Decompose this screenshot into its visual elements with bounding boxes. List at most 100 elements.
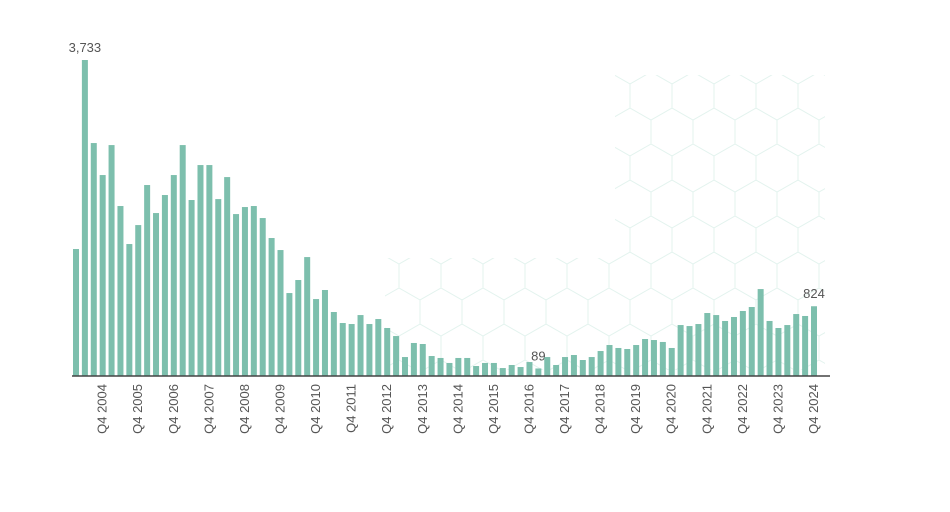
x-tick-label: Q4 2019 [628, 384, 643, 434]
bar [642, 339, 649, 376]
bar [268, 238, 275, 376]
bar [615, 347, 622, 376]
bar [197, 165, 204, 376]
bar [428, 356, 435, 376]
bar [748, 307, 755, 376]
data-label: 824 [803, 286, 825, 301]
bar [188, 200, 195, 376]
bar [259, 218, 266, 376]
bar [348, 324, 355, 376]
bar [295, 280, 302, 376]
x-tick-label: Q4 2005 [130, 384, 145, 434]
bar [793, 314, 800, 376]
x-tick-label: Q4 2022 [735, 384, 750, 434]
bar [81, 60, 88, 376]
bar [179, 145, 186, 376]
x-tick-label: Q4 2010 [308, 384, 323, 434]
x-tick-label: Q4 2021 [699, 384, 714, 434]
data-label: 3,733 [69, 40, 102, 55]
bar [739, 310, 746, 376]
x-tick-label: Q4 2014 [450, 384, 465, 434]
bar [579, 360, 586, 376]
bar [606, 345, 613, 376]
bar [117, 206, 124, 376]
bar [704, 313, 711, 376]
bar [562, 357, 569, 376]
bar [161, 195, 168, 376]
bar [250, 206, 257, 376]
bar [446, 362, 453, 376]
bar [677, 325, 684, 376]
bar [535, 368, 542, 376]
x-tick-label: Q4 2020 [664, 384, 679, 434]
bar [784, 325, 791, 376]
bar [419, 344, 426, 376]
x-tick-label: Q4 2008 [237, 384, 252, 434]
bar [464, 357, 471, 376]
bar [490, 362, 497, 376]
bar [330, 312, 337, 376]
bar [73, 249, 79, 376]
bar [286, 293, 293, 376]
bar [713, 315, 720, 376]
x-tick-label: Q4 2015 [486, 384, 501, 434]
bar [633, 345, 640, 376]
bar [517, 367, 524, 376]
bar [757, 289, 764, 376]
x-tick-label: Q4 2023 [770, 384, 785, 434]
bar [588, 357, 595, 376]
bar [277, 250, 284, 376]
bar [108, 145, 115, 376]
bar [473, 366, 480, 376]
bar [526, 362, 533, 376]
bar [811, 306, 817, 376]
bar [544, 357, 551, 376]
bar [224, 177, 231, 376]
bar [597, 351, 604, 376]
bar [553, 364, 560, 376]
bar [624, 348, 631, 376]
plot: 3,733 Q4 2004 Q4 2005 Q4 2006 Q4 2007 Q4 2008… [69, 40, 830, 434]
bar [233, 214, 240, 376]
bar [686, 326, 693, 376]
bar [313, 299, 320, 376]
bar [339, 323, 346, 376]
bar [153, 213, 160, 376]
x-tick-label: Q4 2013 [415, 384, 430, 434]
bar [508, 364, 515, 376]
bar [366, 324, 373, 376]
bar [215, 199, 222, 376]
x-tick-label: Q4 2009 [273, 384, 288, 434]
x-tick-label: Q4 2006 [166, 384, 181, 434]
bar [802, 315, 809, 376]
bar [695, 324, 702, 376]
bar [90, 143, 97, 376]
bar [455, 357, 462, 376]
bar [170, 175, 177, 376]
bar [357, 315, 364, 376]
bar [99, 175, 106, 376]
bar [668, 347, 675, 376]
x-tick-label: Q4 2007 [201, 384, 216, 434]
bar [722, 320, 729, 376]
bar [304, 257, 311, 376]
bar [650, 340, 657, 376]
bar [437, 357, 444, 376]
data-label: 89 [531, 348, 545, 363]
x-tick-label: Q4 2024 [806, 384, 821, 434]
bar [730, 316, 737, 376]
bar [659, 341, 666, 376]
bar [499, 368, 506, 376]
bar [570, 355, 577, 376]
bar [393, 336, 400, 376]
x-tick-label: Q4 2018 [593, 384, 608, 434]
bar [241, 207, 248, 376]
bar [135, 225, 142, 376]
bar [775, 328, 782, 376]
background-pattern [385, 258, 615, 370]
bar [126, 244, 133, 376]
bar [410, 342, 417, 376]
x-tick-label: Q4 2011 [344, 384, 359, 433]
bar [321, 289, 328, 376]
